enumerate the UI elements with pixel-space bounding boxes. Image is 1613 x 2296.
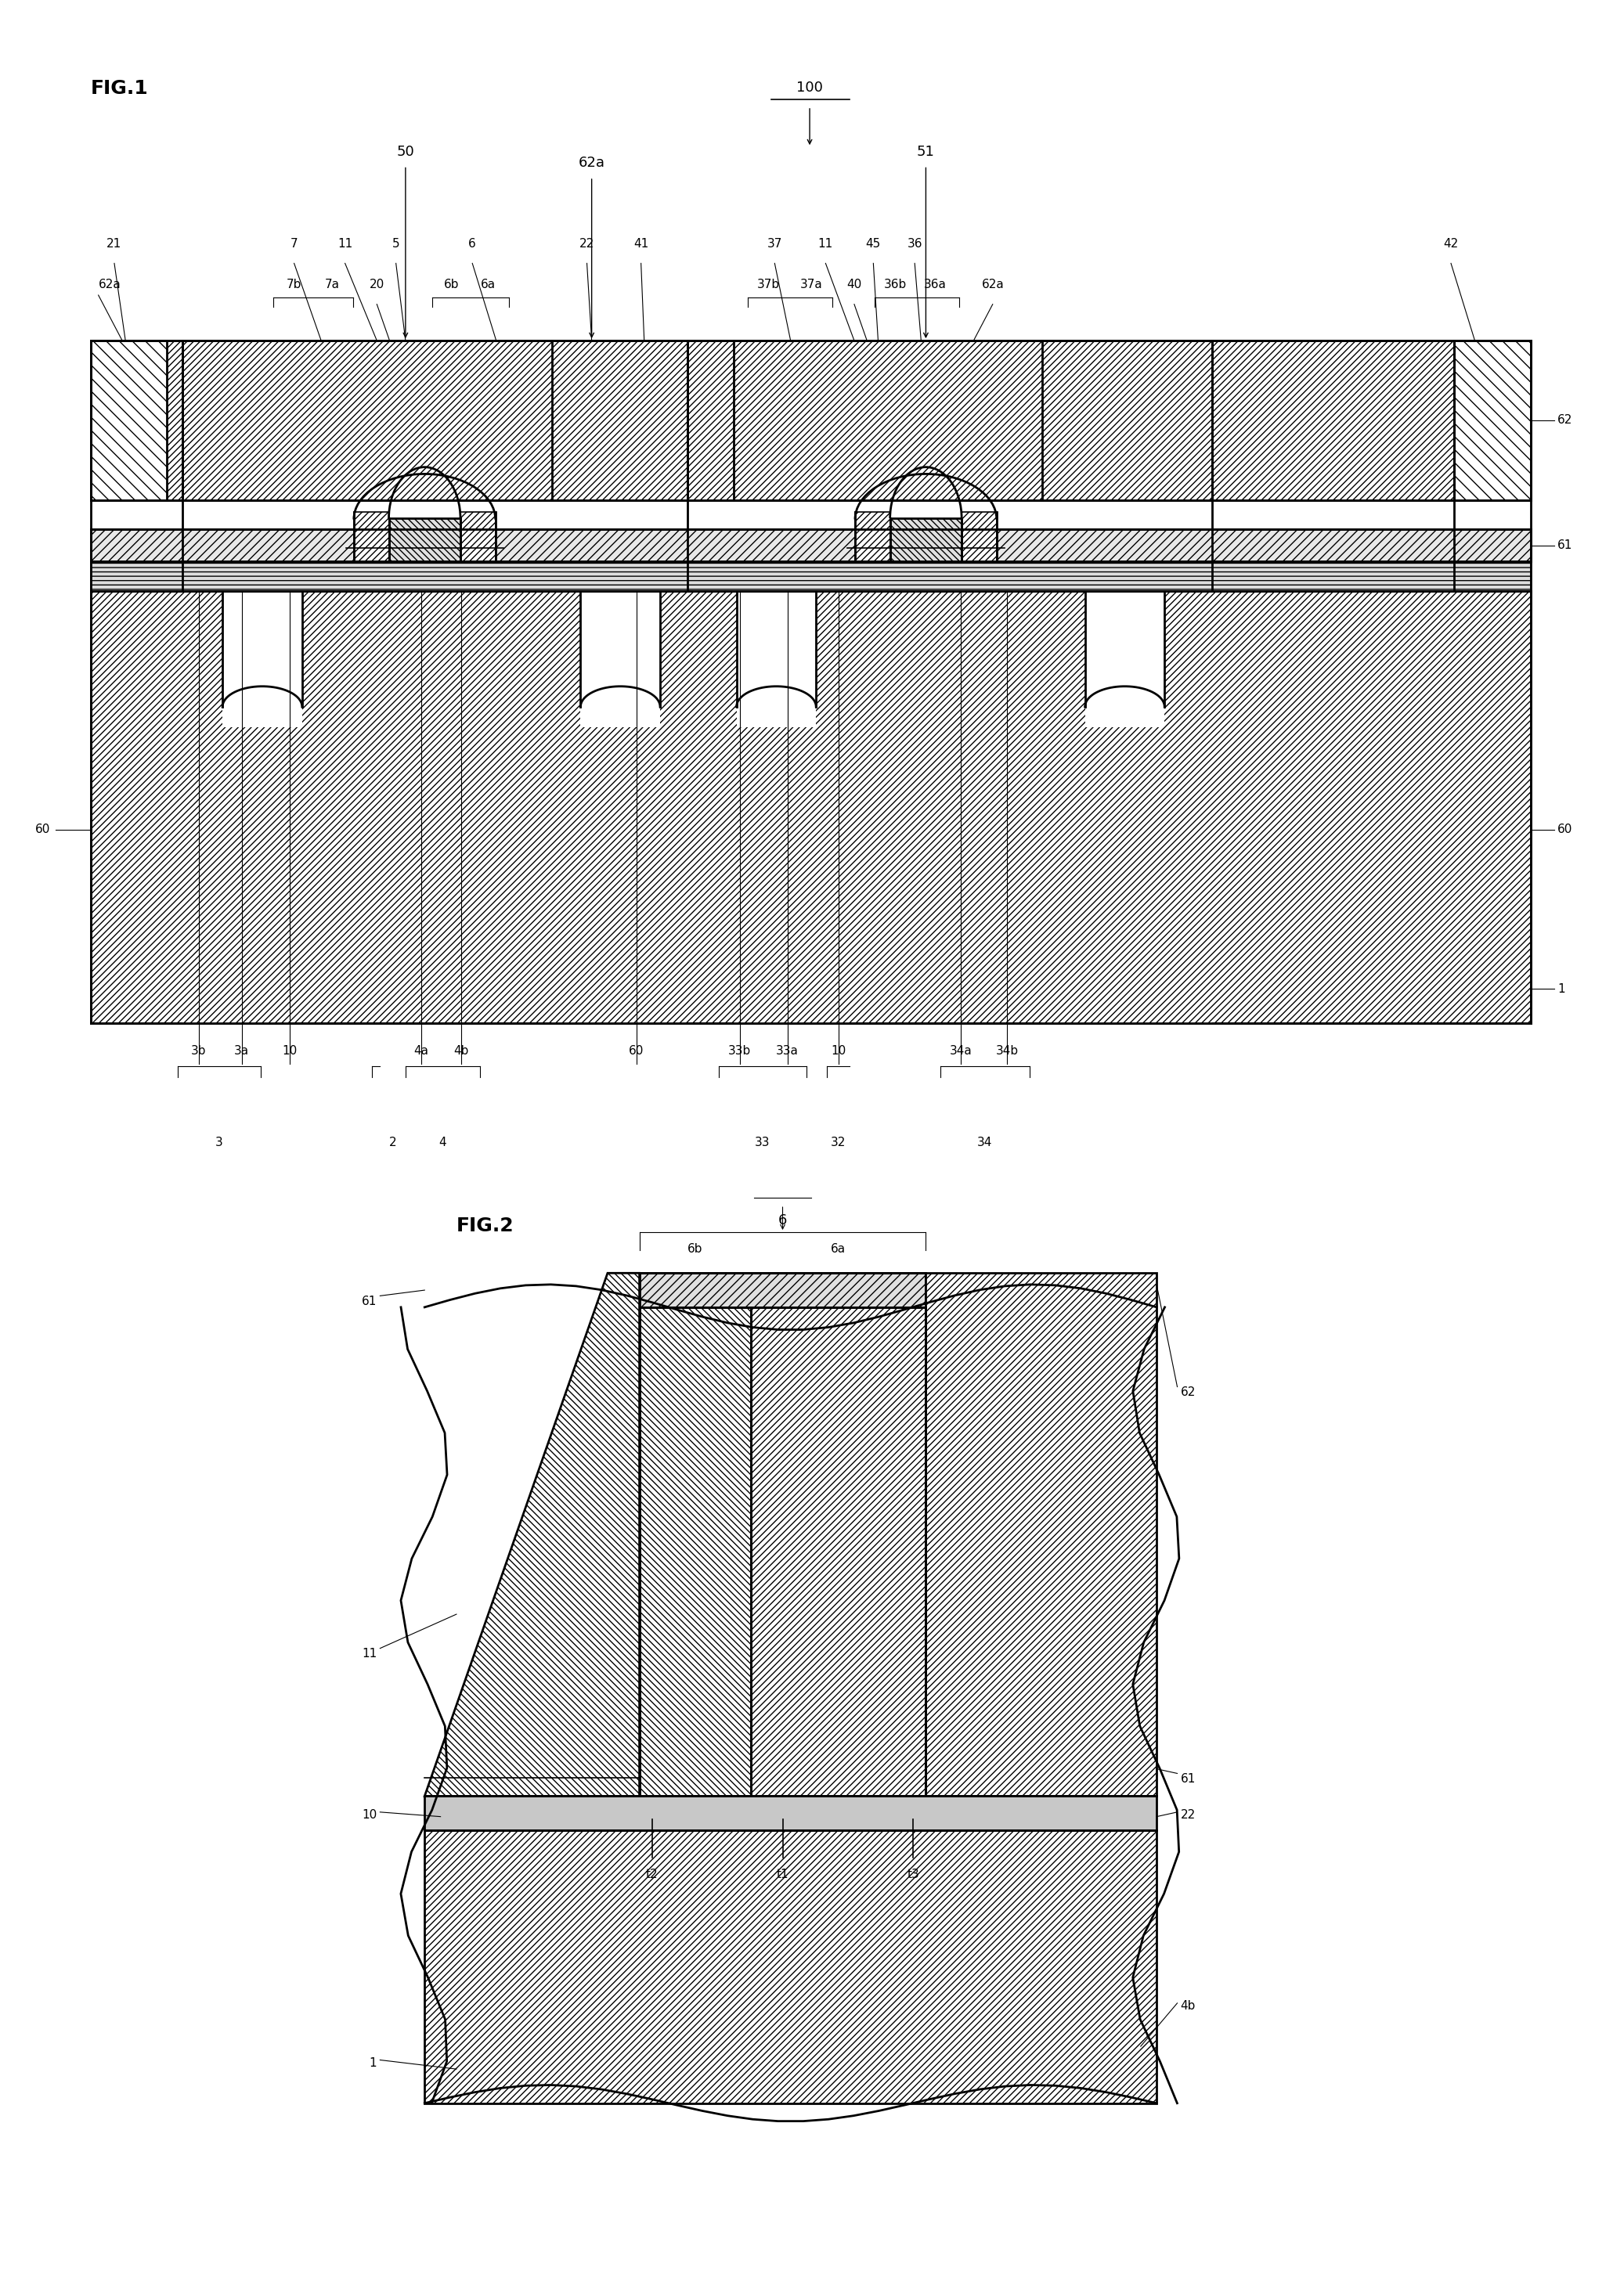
Text: 37a: 37a: [800, 278, 823, 292]
Bar: [890, 519, 961, 560]
Text: 36b: 36b: [884, 278, 907, 292]
Text: 6a: 6a: [481, 278, 495, 292]
Bar: [223, 590, 302, 728]
Text: 32: 32: [831, 1137, 845, 1148]
Text: 10: 10: [361, 1809, 377, 1821]
Bar: [552, 590, 687, 1024]
Text: FIG.2: FIG.2: [456, 1217, 515, 1235]
Text: 45: 45: [866, 239, 881, 250]
Text: 62a: 62a: [98, 278, 121, 292]
Bar: [926, 1272, 1157, 1795]
Text: 34b: 34b: [995, 1045, 1018, 1056]
Bar: [1042, 590, 1213, 1024]
Bar: [90, 530, 1531, 560]
Bar: [734, 590, 852, 1024]
Text: 3a: 3a: [234, 1045, 248, 1056]
Text: 40: 40: [847, 278, 861, 292]
Text: 33a: 33a: [776, 1045, 798, 1056]
Text: 3b: 3b: [190, 1045, 206, 1056]
Text: 1: 1: [369, 2057, 377, 2069]
Polygon shape: [424, 1272, 639, 1795]
Text: 4: 4: [439, 1137, 445, 1148]
Text: 34: 34: [977, 1137, 992, 1148]
Text: 62: 62: [1181, 1387, 1195, 1398]
Bar: [734, 590, 852, 1024]
Bar: [855, 512, 890, 560]
Text: 1: 1: [1558, 983, 1565, 994]
Text: 60: 60: [35, 824, 50, 836]
Text: 11: 11: [818, 239, 834, 250]
Text: 6b: 6b: [444, 278, 460, 292]
Text: 10: 10: [282, 1045, 297, 1056]
Text: 36a: 36a: [924, 278, 947, 292]
Bar: [424, 1795, 1157, 1830]
Text: 2: 2: [389, 1137, 397, 1148]
Bar: [182, 590, 289, 1024]
Text: 21: 21: [106, 239, 123, 250]
Text: 6: 6: [468, 239, 476, 250]
Text: 37: 37: [768, 239, 782, 250]
Text: 7: 7: [290, 239, 298, 250]
Text: 4a: 4a: [415, 1045, 429, 1056]
Text: 4b: 4b: [1181, 2000, 1195, 2011]
Bar: [389, 519, 460, 560]
Text: 33: 33: [755, 1137, 769, 1148]
Text: 5: 5: [392, 239, 400, 250]
Text: 60: 60: [629, 1045, 644, 1056]
Text: 41: 41: [634, 239, 648, 250]
Bar: [581, 590, 660, 728]
Text: 22: 22: [579, 239, 595, 250]
Bar: [182, 590, 289, 1024]
Bar: [90, 560, 1531, 590]
Bar: [1042, 590, 1213, 1024]
Bar: [1086, 590, 1165, 728]
Bar: [90, 340, 166, 501]
Text: 6b: 6b: [687, 1242, 703, 1256]
Text: 62: 62: [1558, 413, 1573, 427]
Bar: [961, 512, 997, 560]
Text: 37b: 37b: [756, 278, 779, 292]
Text: t2: t2: [647, 1869, 658, 1880]
Text: 11: 11: [337, 239, 353, 250]
Bar: [460, 512, 495, 560]
Text: 10: 10: [831, 1045, 845, 1056]
Text: 62a: 62a: [981, 278, 1003, 292]
Bar: [1455, 340, 1531, 501]
Text: 61: 61: [361, 1295, 377, 1306]
Text: 6a: 6a: [831, 1242, 845, 1256]
Text: FIG.1: FIG.1: [90, 78, 148, 99]
Bar: [90, 590, 1531, 1024]
Bar: [639, 1306, 750, 1795]
Text: 7a: 7a: [324, 278, 340, 292]
Text: 50: 50: [397, 145, 415, 158]
Text: 33b: 33b: [727, 1045, 752, 1056]
Text: 62a: 62a: [579, 156, 605, 170]
Text: 36: 36: [907, 239, 923, 250]
Bar: [424, 1830, 1157, 2103]
Bar: [353, 512, 389, 560]
Text: t3: t3: [907, 1869, 919, 1880]
Text: 61: 61: [1181, 1773, 1195, 1784]
Text: 100: 100: [797, 80, 823, 94]
Text: 51: 51: [916, 145, 936, 158]
Text: 6: 6: [777, 1215, 787, 1228]
Text: 4b: 4b: [453, 1045, 469, 1056]
Text: 42: 42: [1444, 239, 1458, 250]
Text: 7b: 7b: [287, 278, 302, 292]
Bar: [552, 590, 687, 1024]
Text: t1: t1: [776, 1869, 789, 1880]
Bar: [750, 1306, 926, 1795]
Text: 22: 22: [1181, 1809, 1195, 1821]
Text: 61: 61: [1558, 540, 1573, 551]
Text: 11: 11: [361, 1649, 377, 1660]
Text: 20: 20: [369, 278, 384, 292]
Text: 60: 60: [1558, 824, 1573, 836]
Bar: [639, 1272, 926, 1306]
Bar: [90, 340, 1531, 501]
Text: 34a: 34a: [950, 1045, 973, 1056]
Bar: [737, 590, 816, 728]
Text: 3: 3: [216, 1137, 223, 1148]
